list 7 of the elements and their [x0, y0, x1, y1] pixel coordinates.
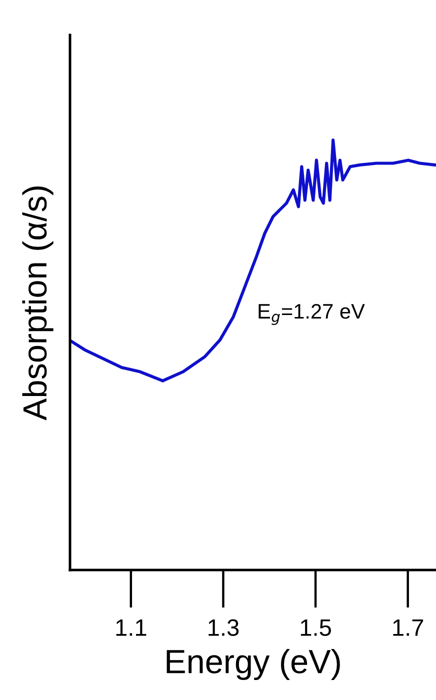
- annotation: E$_{g}$=1.27 eV: [258, 304, 365, 325]
- x-axis-title: Energy (eV): [166, 648, 340, 680]
- y-axis-title: Absorption (α/s): [22, 186, 54, 420]
- x-tick-label: 1.1: [116, 619, 146, 636]
- x-tick-label: 1.3: [208, 619, 239, 636]
- x-tick-label: 1.5: [300, 619, 331, 636]
- x-tick-label: 1.7: [393, 619, 424, 636]
